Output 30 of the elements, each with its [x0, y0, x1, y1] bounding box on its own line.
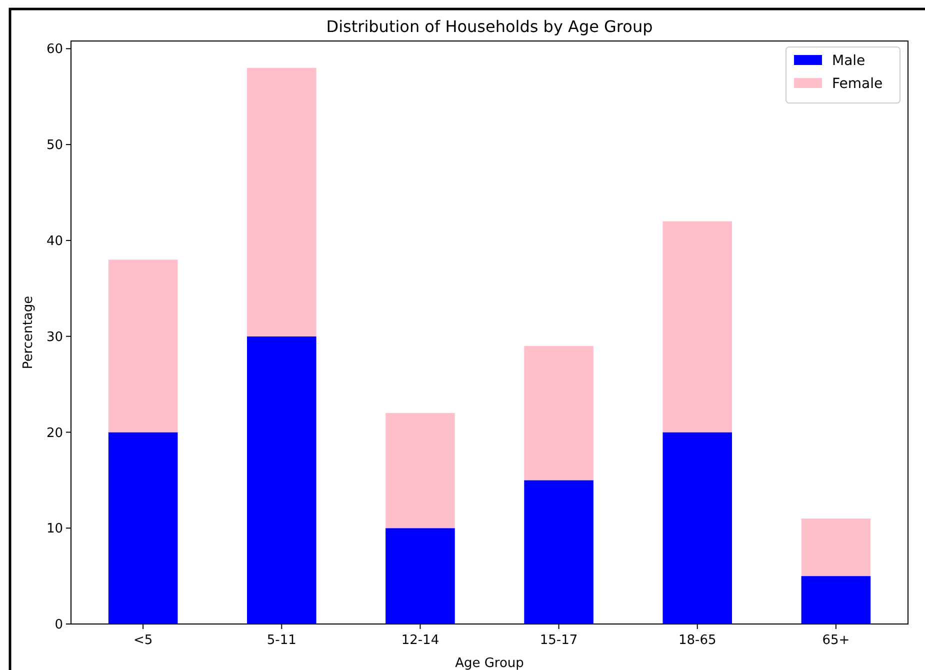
- chart-title: Distribution of Households by Age Group: [326, 17, 653, 36]
- y-tick-label: 50: [46, 138, 63, 154]
- bar: [801, 576, 871, 624]
- y-axis-title: Percentage: [21, 296, 36, 370]
- y-tick-label: 40: [46, 234, 63, 249]
- legend-label: Male: [832, 52, 866, 69]
- bar: [246, 68, 316, 336]
- bar: [662, 221, 732, 432]
- bar: [108, 260, 178, 432]
- bar: [246, 336, 316, 624]
- x-tick-label: 5-11: [266, 633, 296, 648]
- legend-label: Female: [832, 76, 883, 92]
- y-tick-label: 60: [46, 42, 63, 58]
- bar: [524, 480, 594, 624]
- x-tick-label: 12-14: [401, 633, 440, 648]
- y-tick-label: 0: [54, 618, 63, 633]
- bar: [386, 528, 455, 624]
- bar: [108, 432, 178, 624]
- bar: [662, 432, 732, 624]
- y-tick-label: 30: [46, 330, 63, 345]
- x-tick-label: 65+: [822, 633, 850, 648]
- bar: [524, 346, 594, 480]
- x-tick-label: 18-65: [678, 633, 716, 648]
- x-tick-label: <5: [133, 633, 153, 648]
- x-axis-title: Age Group: [455, 656, 524, 670]
- bar: [386, 413, 455, 528]
- x-tick-label: 15-17: [540, 633, 578, 648]
- bar: [801, 518, 871, 576]
- y-tick-label: 10: [46, 522, 63, 537]
- y-tick-label: 20: [46, 426, 63, 441]
